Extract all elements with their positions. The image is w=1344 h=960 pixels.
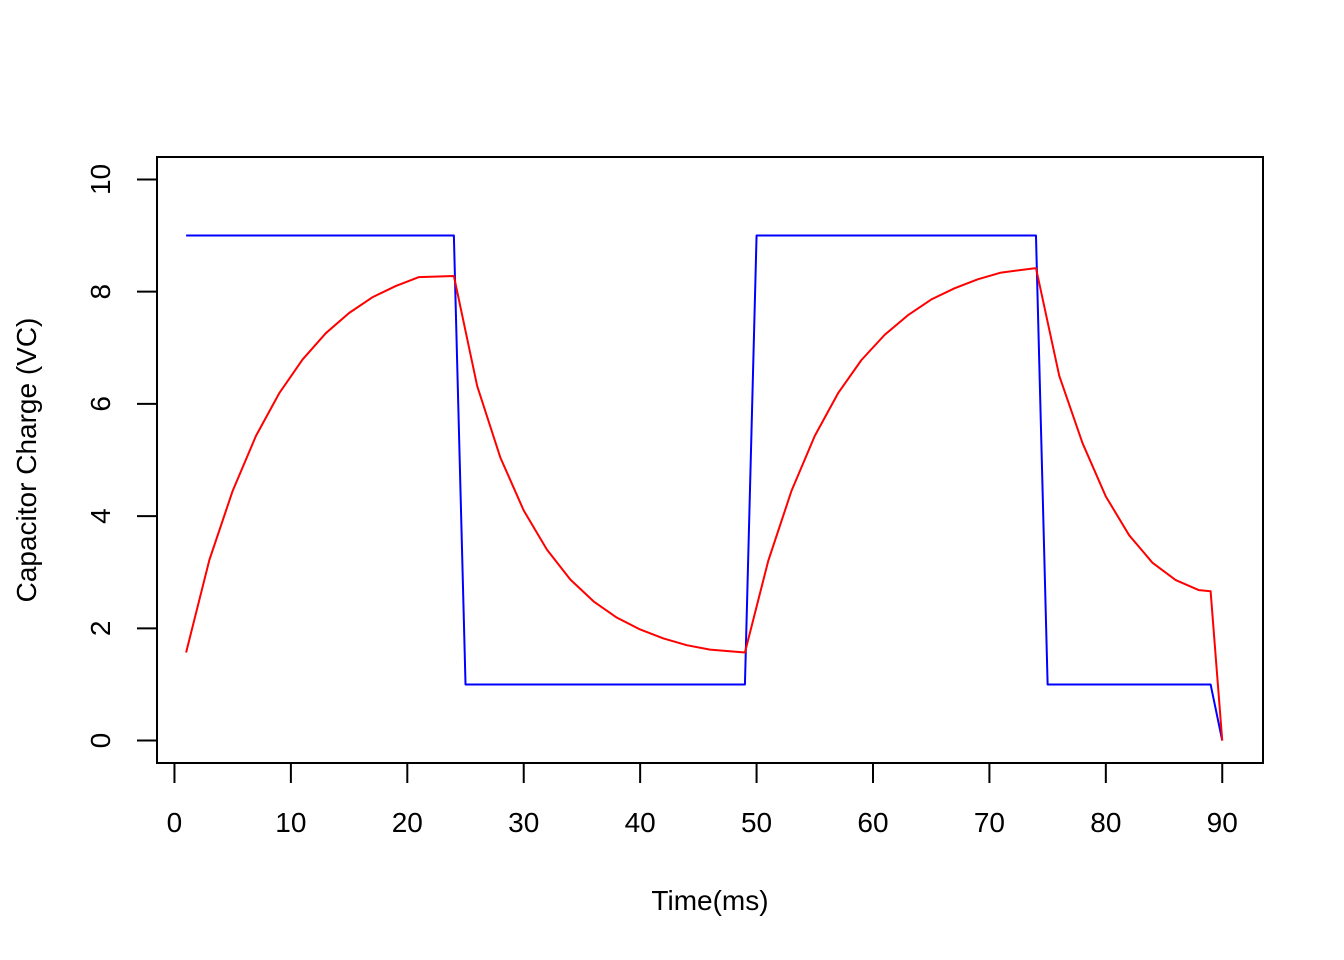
x-tick-label: 0	[167, 807, 183, 838]
y-tick-label: 4	[85, 508, 116, 524]
series-layer	[185, 234, 1224, 741]
x-tick-label: 60	[857, 807, 888, 838]
x-tick-label: 70	[974, 807, 1005, 838]
x-tick-label: 80	[1090, 807, 1121, 838]
y-tick-label: 10	[85, 164, 116, 195]
x-axis: 0 10 20 30 40 50 60 70 80 90	[167, 762, 1238, 838]
y-axis-label: Capacitor Charge (VC)	[11, 318, 42, 603]
plot-frame	[156, 156, 1264, 764]
x-tick-label: 30	[508, 807, 539, 838]
x-tick-label: 50	[741, 807, 772, 838]
y-tick-label: 2	[85, 621, 116, 637]
series-line-blue	[186, 234, 1224, 741]
x-axis-label: Time(ms)	[651, 885, 768, 916]
x-tick-label: 90	[1207, 807, 1238, 838]
x-tick-label: 40	[625, 807, 656, 838]
y-tick-label: 0	[85, 733, 116, 749]
y-axis: 0 2 4 6 8 10	[85, 164, 158, 749]
series-line-red	[185, 267, 1224, 741]
x-tick-label: 10	[275, 807, 306, 838]
y-tick-label: 6	[85, 396, 116, 412]
x-tick-label: 20	[392, 807, 423, 838]
y-tick-label: 8	[85, 284, 116, 300]
